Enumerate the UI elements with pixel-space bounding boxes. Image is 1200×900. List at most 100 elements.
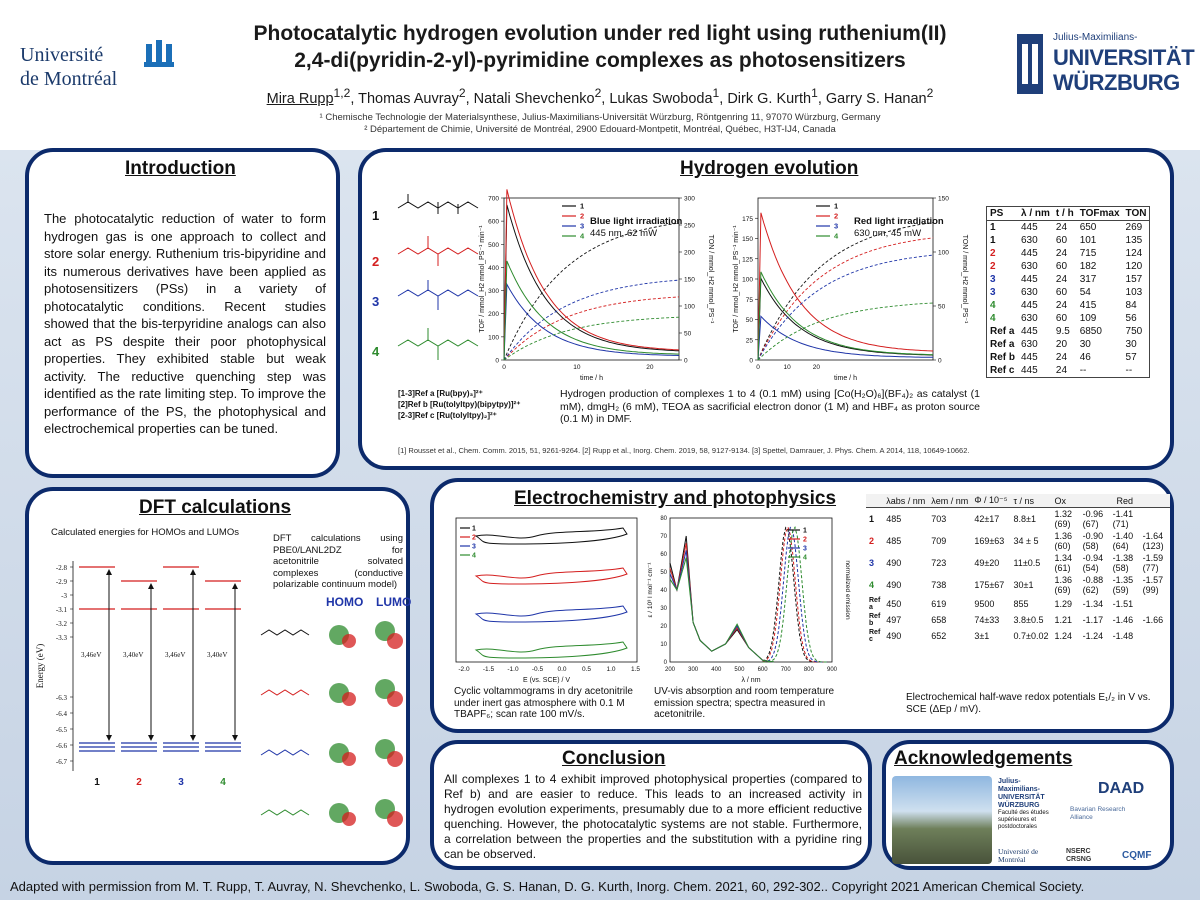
table-cell: 317 <box>1079 274 1097 285</box>
table-cell: -1.46 <box>1112 615 1134 625</box>
legend-label: 1 <box>580 202 584 211</box>
table-cell: Ref a <box>990 326 1015 337</box>
group-photo <box>892 776 992 864</box>
y2-tick-label: 250 <box>684 223 695 230</box>
homo-label: HOMO <box>326 595 364 609</box>
y2-tick-label: 100 <box>684 304 695 311</box>
y2-tick-label: 300 <box>684 196 695 203</box>
x-tick-label: 0.5 <box>582 666 591 673</box>
emission-series-line <box>762 526 828 663</box>
table-cell: 6850 <box>1079 326 1102 337</box>
udem-logo-line2: de Montréal <box>20 68 118 90</box>
ton-series-line <box>503 222 680 361</box>
y-axis-label: TOF / mmol_H2 mmol_PS⁻¹ min⁻¹ <box>479 225 486 333</box>
table-cell: 490 <box>886 580 902 590</box>
author-name: Natali Shevchenko <box>473 90 595 107</box>
y-tick-label: 125 <box>742 256 753 263</box>
y-axis-label: ε / 10³ l mol⁻¹ cm⁻¹ <box>647 562 654 618</box>
cv-series-line <box>474 605 628 623</box>
table-cell: 135 <box>1125 235 1143 246</box>
ack-logo-udem: Université de Montréal <box>998 847 1039 864</box>
table-header: λ / nm <box>1021 208 1050 219</box>
tof-series-line <box>757 271 933 361</box>
table-cell: -0.88 (62) <box>1082 575 1104 595</box>
table-cell: 497 <box>886 615 902 625</box>
table-cell: 56 <box>1125 313 1137 324</box>
ton-series-line <box>757 237 934 361</box>
wuerzburg-logo: Julius-Maximilians- UNIVERSITÄT WÜRZBURG <box>1015 30 1195 106</box>
x-tick-label: 0 <box>502 364 506 371</box>
hydrogen-table: PS λ / nm t / h TOFmax TON 1 445 24 650 269 1… <box>986 206 1151 378</box>
dft-panel: DFT calculations Calculated energies for… <box>25 487 411 865</box>
table-cell: 1 <box>990 222 996 233</box>
hydrogen-table-body: 1 445 24 650 269 1 630 60 101 135 2 445 24 715 124 2 630… <box>987 221 1150 378</box>
table-cell: 2 <box>990 261 996 272</box>
x-tick-label: -0.5 <box>532 666 544 673</box>
table-row: 4 490 738 175±67 30±1 1.36 (69) -0.88 (62) -1.3… <box>866 574 1170 596</box>
table-header: τ / ns <box>1013 495 1035 506</box>
structures-column: 1 2 3 4 <box>368 188 488 388</box>
table-cell: 0.7±0.02 <box>1013 631 1049 641</box>
legend-label: 2 <box>472 535 476 542</box>
table-cell: 485 <box>886 514 902 524</box>
table-cell: 2 <box>869 536 875 546</box>
y-tick-label: -6.3 <box>56 694 68 702</box>
table-cell: 3 <box>990 287 996 298</box>
y-tick-label: 50 <box>746 317 754 324</box>
table-cell: 855 <box>1013 599 1029 609</box>
table-cell: 1 <box>869 514 875 524</box>
ton-series-line <box>503 296 680 361</box>
table-cell: 24 <box>1055 222 1068 233</box>
table-cell: 49±20 <box>974 558 1000 568</box>
complex-label: 2 <box>136 777 142 788</box>
gap-label: 3,46eV <box>165 651 185 659</box>
x-tick-label: 20 <box>813 364 821 371</box>
y-tick-label: 600 <box>488 219 499 226</box>
table-cell: Ref a <box>869 597 881 611</box>
y-tick-label: 100 <box>742 277 753 284</box>
x-tick-label: 800 <box>804 667 815 673</box>
ton-series-line <box>757 222 934 361</box>
arrow-head <box>232 735 238 741</box>
cv-series-line <box>474 567 628 585</box>
affiliation-1: ¹ Chemische Technologie der Materialsynt… <box>319 112 881 123</box>
y2-tick-label: 50 <box>684 331 692 338</box>
hydrogen-panel: Hydrogen evolution 1 2 3 4 0 100 200 300 400… <box>358 148 1174 470</box>
author-sup: 1 <box>712 86 720 100</box>
ack-logo-fesp: Faculté des études supérieures et postdo… <box>998 810 1049 830</box>
x-tick-label: 10 <box>573 364 581 371</box>
table-row: 2 485 709 169±63 34 ± 5 1.36 (60) -0.90 (58) -1… <box>866 530 1170 552</box>
acknowledgements-title: Acknowledgements <box>894 748 1073 769</box>
x-tick-label: 700 <box>781 667 792 673</box>
table-header: λabs / nm <box>886 495 926 506</box>
y2-axis-label: normalized emission <box>844 560 851 620</box>
y2-tick-label: 150 <box>684 277 695 284</box>
legend-label: 3 <box>834 222 838 231</box>
table-cell: -1.41 (71) <box>1112 509 1134 529</box>
legend-label: 4 <box>834 232 839 241</box>
table-row: 1 485 703 42±17 8.8±1 1.32 (69) -0.96 (67) -1.4… <box>866 508 1170 531</box>
y-tick-label: -2.8 <box>56 564 68 572</box>
legend-label: 4 <box>580 232 585 241</box>
table-cell: 715 <box>1079 248 1097 259</box>
table-cell: 1.36 (60) <box>1054 531 1072 551</box>
x-axis-label: E (vs. SCE) / V <box>523 677 570 684</box>
orbital-images-icon <box>260 621 403 827</box>
table-cell: 445 <box>1021 248 1038 259</box>
table-cell: 630 <box>1021 261 1038 272</box>
table-header: TOFmax <box>1079 208 1120 219</box>
author-name: Lukas Swoboda <box>609 90 713 107</box>
table-cell: 445 <box>1021 222 1038 233</box>
arrow-head <box>190 735 196 741</box>
blue-light-title: Blue light irradiation <box>590 216 683 227</box>
introduction-panel: Introduction The photocatalytic reductio… <box>25 148 340 478</box>
author-sup: 2 <box>926 86 934 100</box>
table-cell: 415 <box>1079 300 1097 311</box>
legend-label: 3 <box>803 546 807 553</box>
author-sup: 1,2 <box>333 86 351 100</box>
complex-label-2: 2 <box>372 254 380 269</box>
table-cell: 24 <box>1055 248 1068 259</box>
table-cell: 630 <box>1021 235 1038 246</box>
table-cell: 3.8±0.5 <box>1013 615 1044 625</box>
